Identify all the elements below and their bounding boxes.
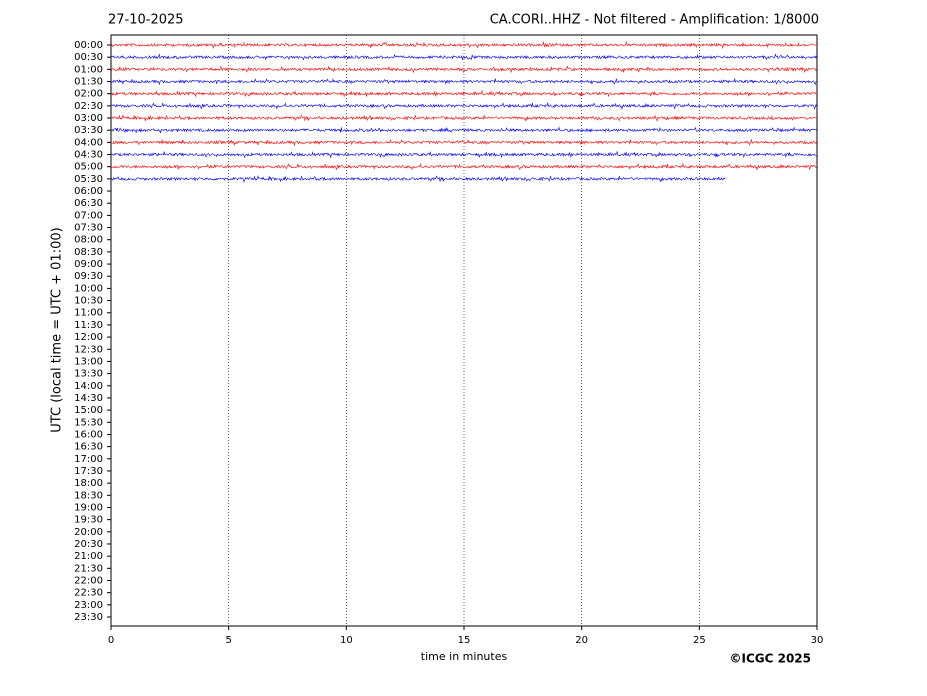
y-tick-label: 16:00 bbox=[74, 429, 103, 440]
x-tick-label: 20 bbox=[575, 635, 588, 646]
y-tick-label: 23:00 bbox=[74, 600, 103, 611]
trace bbox=[110, 101, 818, 110]
y-tick-label: 03:30 bbox=[74, 125, 103, 136]
y-tick-label: 04:00 bbox=[74, 137, 103, 148]
y-tick-label: 15:00 bbox=[74, 405, 103, 416]
y-tick-label: 15:30 bbox=[74, 417, 103, 428]
y-tick-label: 07:30 bbox=[74, 223, 103, 234]
y-tick-label: 08:30 bbox=[74, 247, 103, 258]
trace bbox=[110, 174, 726, 183]
x-tick-label: 15 bbox=[458, 635, 471, 646]
x-tick-label: 5 bbox=[225, 635, 231, 646]
y-tick-label: 21:00 bbox=[74, 551, 103, 562]
x-tick-label: 25 bbox=[693, 635, 706, 646]
y-tick-label: 00:00 bbox=[74, 40, 103, 51]
y-tick-label: 21:30 bbox=[74, 563, 103, 574]
y-tick-label: 11:30 bbox=[74, 320, 103, 331]
y-tick-label: 02:30 bbox=[74, 101, 103, 112]
x-tick-label: 0 bbox=[108, 635, 114, 646]
y-tick-label: 05:30 bbox=[74, 174, 103, 185]
y-tick-label: 10:30 bbox=[74, 296, 103, 307]
y-tick-label: 03:00 bbox=[74, 113, 103, 124]
x-tick-label: 30 bbox=[811, 635, 824, 646]
y-tick-label: 16:30 bbox=[74, 442, 103, 453]
y-tick-label: 04:30 bbox=[74, 150, 103, 161]
y-tick-label: 09:00 bbox=[74, 259, 103, 270]
title-right: CA.CORI..HHZ - Not filtered - Amplificat… bbox=[490, 13, 819, 28]
y-tick-label: 19:30 bbox=[74, 515, 103, 526]
y-tick-label: 06:00 bbox=[74, 186, 103, 197]
y-tick-label: 22:30 bbox=[74, 588, 103, 599]
y-tick-label: 12:00 bbox=[74, 332, 103, 343]
trace bbox=[110, 65, 818, 74]
y-tick-label: 05:00 bbox=[74, 162, 103, 173]
title-left: 27-10-2025 bbox=[108, 13, 184, 28]
y-tick-label: 13:00 bbox=[74, 356, 103, 367]
y-tick-label: 23:30 bbox=[74, 612, 103, 623]
y-tick-label: 06:30 bbox=[74, 198, 103, 209]
y-tick-label: 07:00 bbox=[74, 210, 103, 221]
credit: ©ICGC 2025 bbox=[729, 652, 811, 666]
y-tick-label: 13:30 bbox=[74, 369, 103, 380]
x-axis-label: time in minutes bbox=[421, 650, 508, 663]
plot-frame bbox=[110, 34, 818, 627]
trace bbox=[110, 114, 818, 122]
y-tick-label: 00:30 bbox=[74, 52, 103, 63]
y-tick-label: 08:00 bbox=[74, 235, 103, 246]
y-tick-label: 01:00 bbox=[74, 64, 103, 75]
y-tick-label: 17:00 bbox=[74, 454, 103, 465]
trace bbox=[110, 78, 818, 86]
y-axis-label: UTC (local time = UTC + 01:00) bbox=[50, 227, 65, 432]
trace bbox=[110, 162, 818, 171]
trace bbox=[110, 89, 818, 98]
y-tick-label: 14:00 bbox=[74, 381, 103, 392]
y-tick-label: 11:00 bbox=[74, 308, 103, 319]
y-tick-label: 09:30 bbox=[74, 271, 103, 282]
y-tick-label: 19:00 bbox=[74, 502, 103, 513]
y-tick-label: 22:00 bbox=[74, 575, 103, 586]
y-tick-label: 01:30 bbox=[74, 77, 103, 88]
trace bbox=[110, 41, 818, 50]
trace bbox=[110, 126, 818, 134]
trace bbox=[110, 138, 818, 147]
y-tick-label: 12:30 bbox=[74, 344, 103, 355]
y-tick-label: 10:00 bbox=[74, 283, 103, 294]
y-tick-label: 14:30 bbox=[74, 393, 103, 404]
trace bbox=[110, 53, 818, 61]
x-tick-label: 10 bbox=[340, 635, 353, 646]
trace bbox=[110, 150, 818, 159]
y-tick-label: 20:30 bbox=[74, 539, 103, 550]
y-tick-label: 18:30 bbox=[74, 490, 103, 501]
y-tick-label: 20:00 bbox=[74, 527, 103, 538]
y-tick-label: 17:30 bbox=[74, 466, 103, 477]
y-tick-label: 02:00 bbox=[74, 89, 103, 100]
y-tick-label: 18:00 bbox=[74, 478, 103, 489]
